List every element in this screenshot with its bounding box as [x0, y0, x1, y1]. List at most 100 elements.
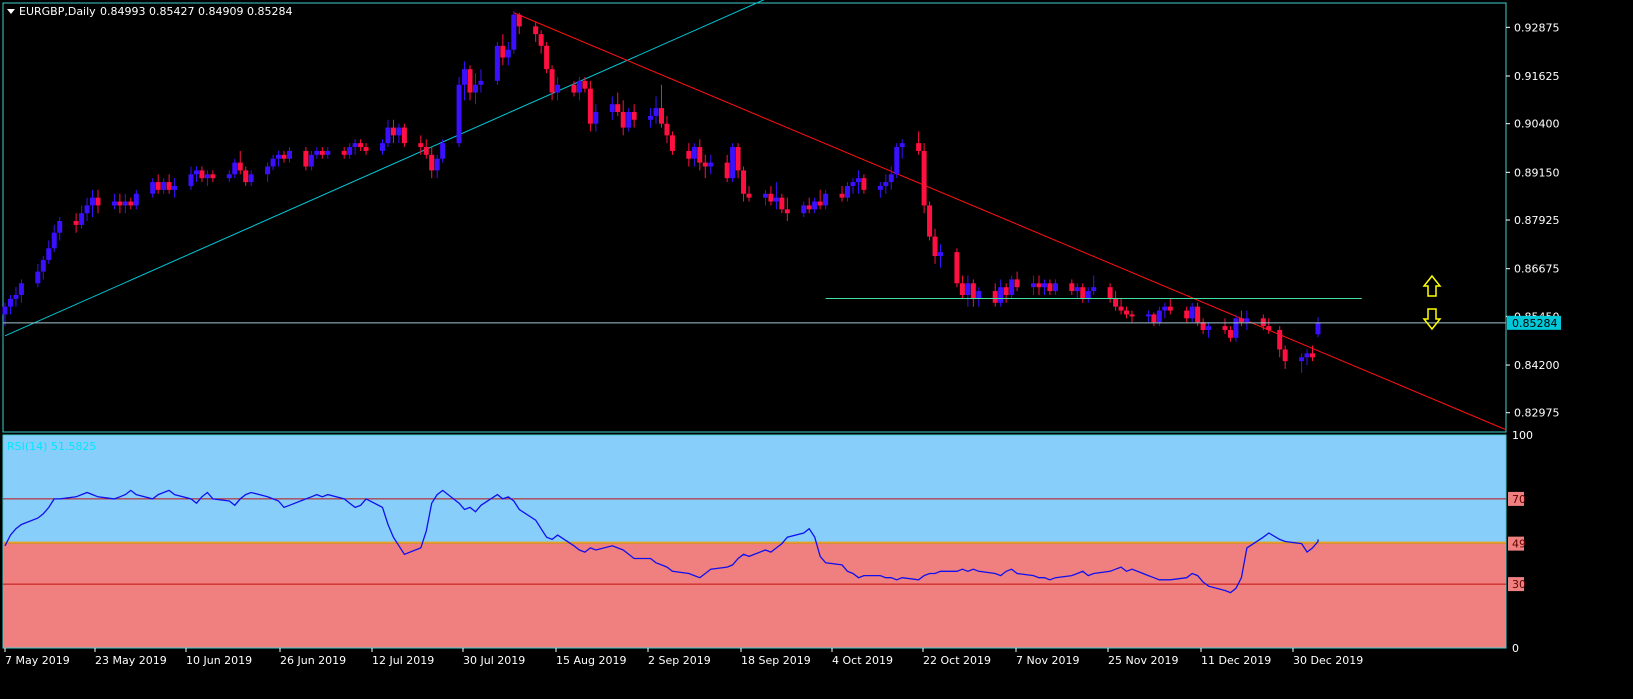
- candle-body: [954, 252, 960, 284]
- candle-body: [166, 182, 172, 190]
- candle: [762, 189, 768, 206]
- candle: [965, 275, 971, 307]
- time-tick-label: 10 Jun 2019: [186, 654, 252, 667]
- candle-body: [347, 147, 353, 155]
- dropdown-triangle-icon[interactable]: [7, 9, 15, 14]
- candle: [73, 213, 79, 233]
- candle-body: [724, 162, 730, 179]
- candle-body: [1238, 318, 1244, 323]
- candle-body: [516, 14, 522, 27]
- candle-body: [959, 283, 965, 295]
- candle: [1195, 302, 1201, 327]
- rsi-level-badge: [1508, 491, 1524, 506]
- candle: [582, 76, 588, 93]
- candle: [511, 10, 517, 54]
- candle: [850, 178, 856, 194]
- price-tick-label: 0.86675: [1514, 263, 1560, 276]
- candle: [358, 139, 364, 151]
- candle-body: [544, 45, 550, 70]
- candle-body: [363, 147, 369, 151]
- candle: [494, 41, 500, 85]
- candle: [708, 154, 714, 175]
- candle-body: [385, 127, 391, 144]
- symbol-label: EURGBP,Daily: [19, 5, 96, 18]
- candle-body: [549, 69, 555, 93]
- candle-body: [932, 236, 938, 257]
- candle-body: [418, 143, 424, 148]
- candle-body: [117, 201, 123, 206]
- candle: [620, 100, 626, 136]
- candle: [702, 154, 708, 179]
- candle-body: [1107, 287, 1113, 299]
- candle: [927, 201, 933, 241]
- candle: [576, 76, 582, 101]
- candle: [319, 147, 325, 159]
- candle-body: [927, 205, 933, 237]
- candle-body: [839, 193, 845, 198]
- candle: [730, 143, 736, 183]
- candle: [976, 287, 982, 307]
- candle-body: [686, 150, 692, 159]
- candle: [1151, 312, 1157, 327]
- candle-body: [626, 112, 632, 128]
- candle-body: [35, 271, 41, 284]
- candle: [79, 205, 85, 229]
- candle-body: [352, 143, 358, 148]
- candle-body: [423, 147, 429, 155]
- candle-body: [620, 112, 626, 128]
- candle: [823, 189, 829, 210]
- candle: [839, 185, 845, 202]
- candle-body: [226, 174, 232, 179]
- candle: [199, 166, 205, 183]
- candle: [122, 193, 128, 214]
- rsi-tick-label: 49: [1512, 538, 1526, 551]
- candle: [1003, 283, 1009, 303]
- candle-body: [631, 112, 637, 120]
- candle-body: [193, 170, 199, 175]
- candle: [571, 80, 577, 97]
- candle-body: [899, 143, 905, 148]
- candle-body: [806, 205, 812, 210]
- candle: [516, 12, 522, 35]
- candle-body: [976, 291, 982, 299]
- candle: [1041, 279, 1047, 295]
- time-tick-label: 11 Dec 2019: [1201, 654, 1271, 667]
- candle-body: [57, 221, 63, 233]
- downtrend-line: [513, 12, 1507, 431]
- candle-body: [1310, 353, 1316, 358]
- current-price-label: 0.85284: [1512, 317, 1558, 330]
- candle-body: [319, 150, 325, 155]
- candle-body: [1162, 306, 1168, 311]
- candle-body: [653, 108, 659, 116]
- candle-body: [823, 193, 829, 206]
- price-tick-label: 0.89150: [1514, 166, 1560, 179]
- candle-body: [286, 150, 292, 159]
- candle: [1206, 322, 1212, 338]
- candle-body: [1282, 349, 1288, 362]
- candle: [1091, 275, 1097, 295]
- candle-body: [188, 174, 194, 186]
- candle-body: [741, 170, 747, 194]
- candle: [1266, 318, 1272, 334]
- candle-body: [1003, 287, 1009, 295]
- candle: [117, 193, 123, 214]
- candle-body: [691, 147, 697, 159]
- candle: [1277, 326, 1283, 358]
- candle: [133, 189, 139, 210]
- candle-body: [210, 174, 216, 179]
- candle: [653, 96, 659, 124]
- candle: [784, 197, 790, 222]
- candle-body: [84, 205, 90, 214]
- candle: [193, 166, 199, 183]
- candle: [396, 123, 402, 144]
- candle-body: [801, 205, 807, 214]
- candle: [938, 244, 944, 268]
- candle-body: [664, 123, 670, 136]
- candle-body: [276, 154, 282, 159]
- candlestick-series: [2, 10, 1321, 373]
- time-tick-label: 7 Nov 2019: [1016, 654, 1079, 667]
- candle: [248, 170, 254, 186]
- candle: [172, 178, 178, 198]
- candle-body: [1047, 283, 1053, 292]
- candle: [883, 174, 889, 194]
